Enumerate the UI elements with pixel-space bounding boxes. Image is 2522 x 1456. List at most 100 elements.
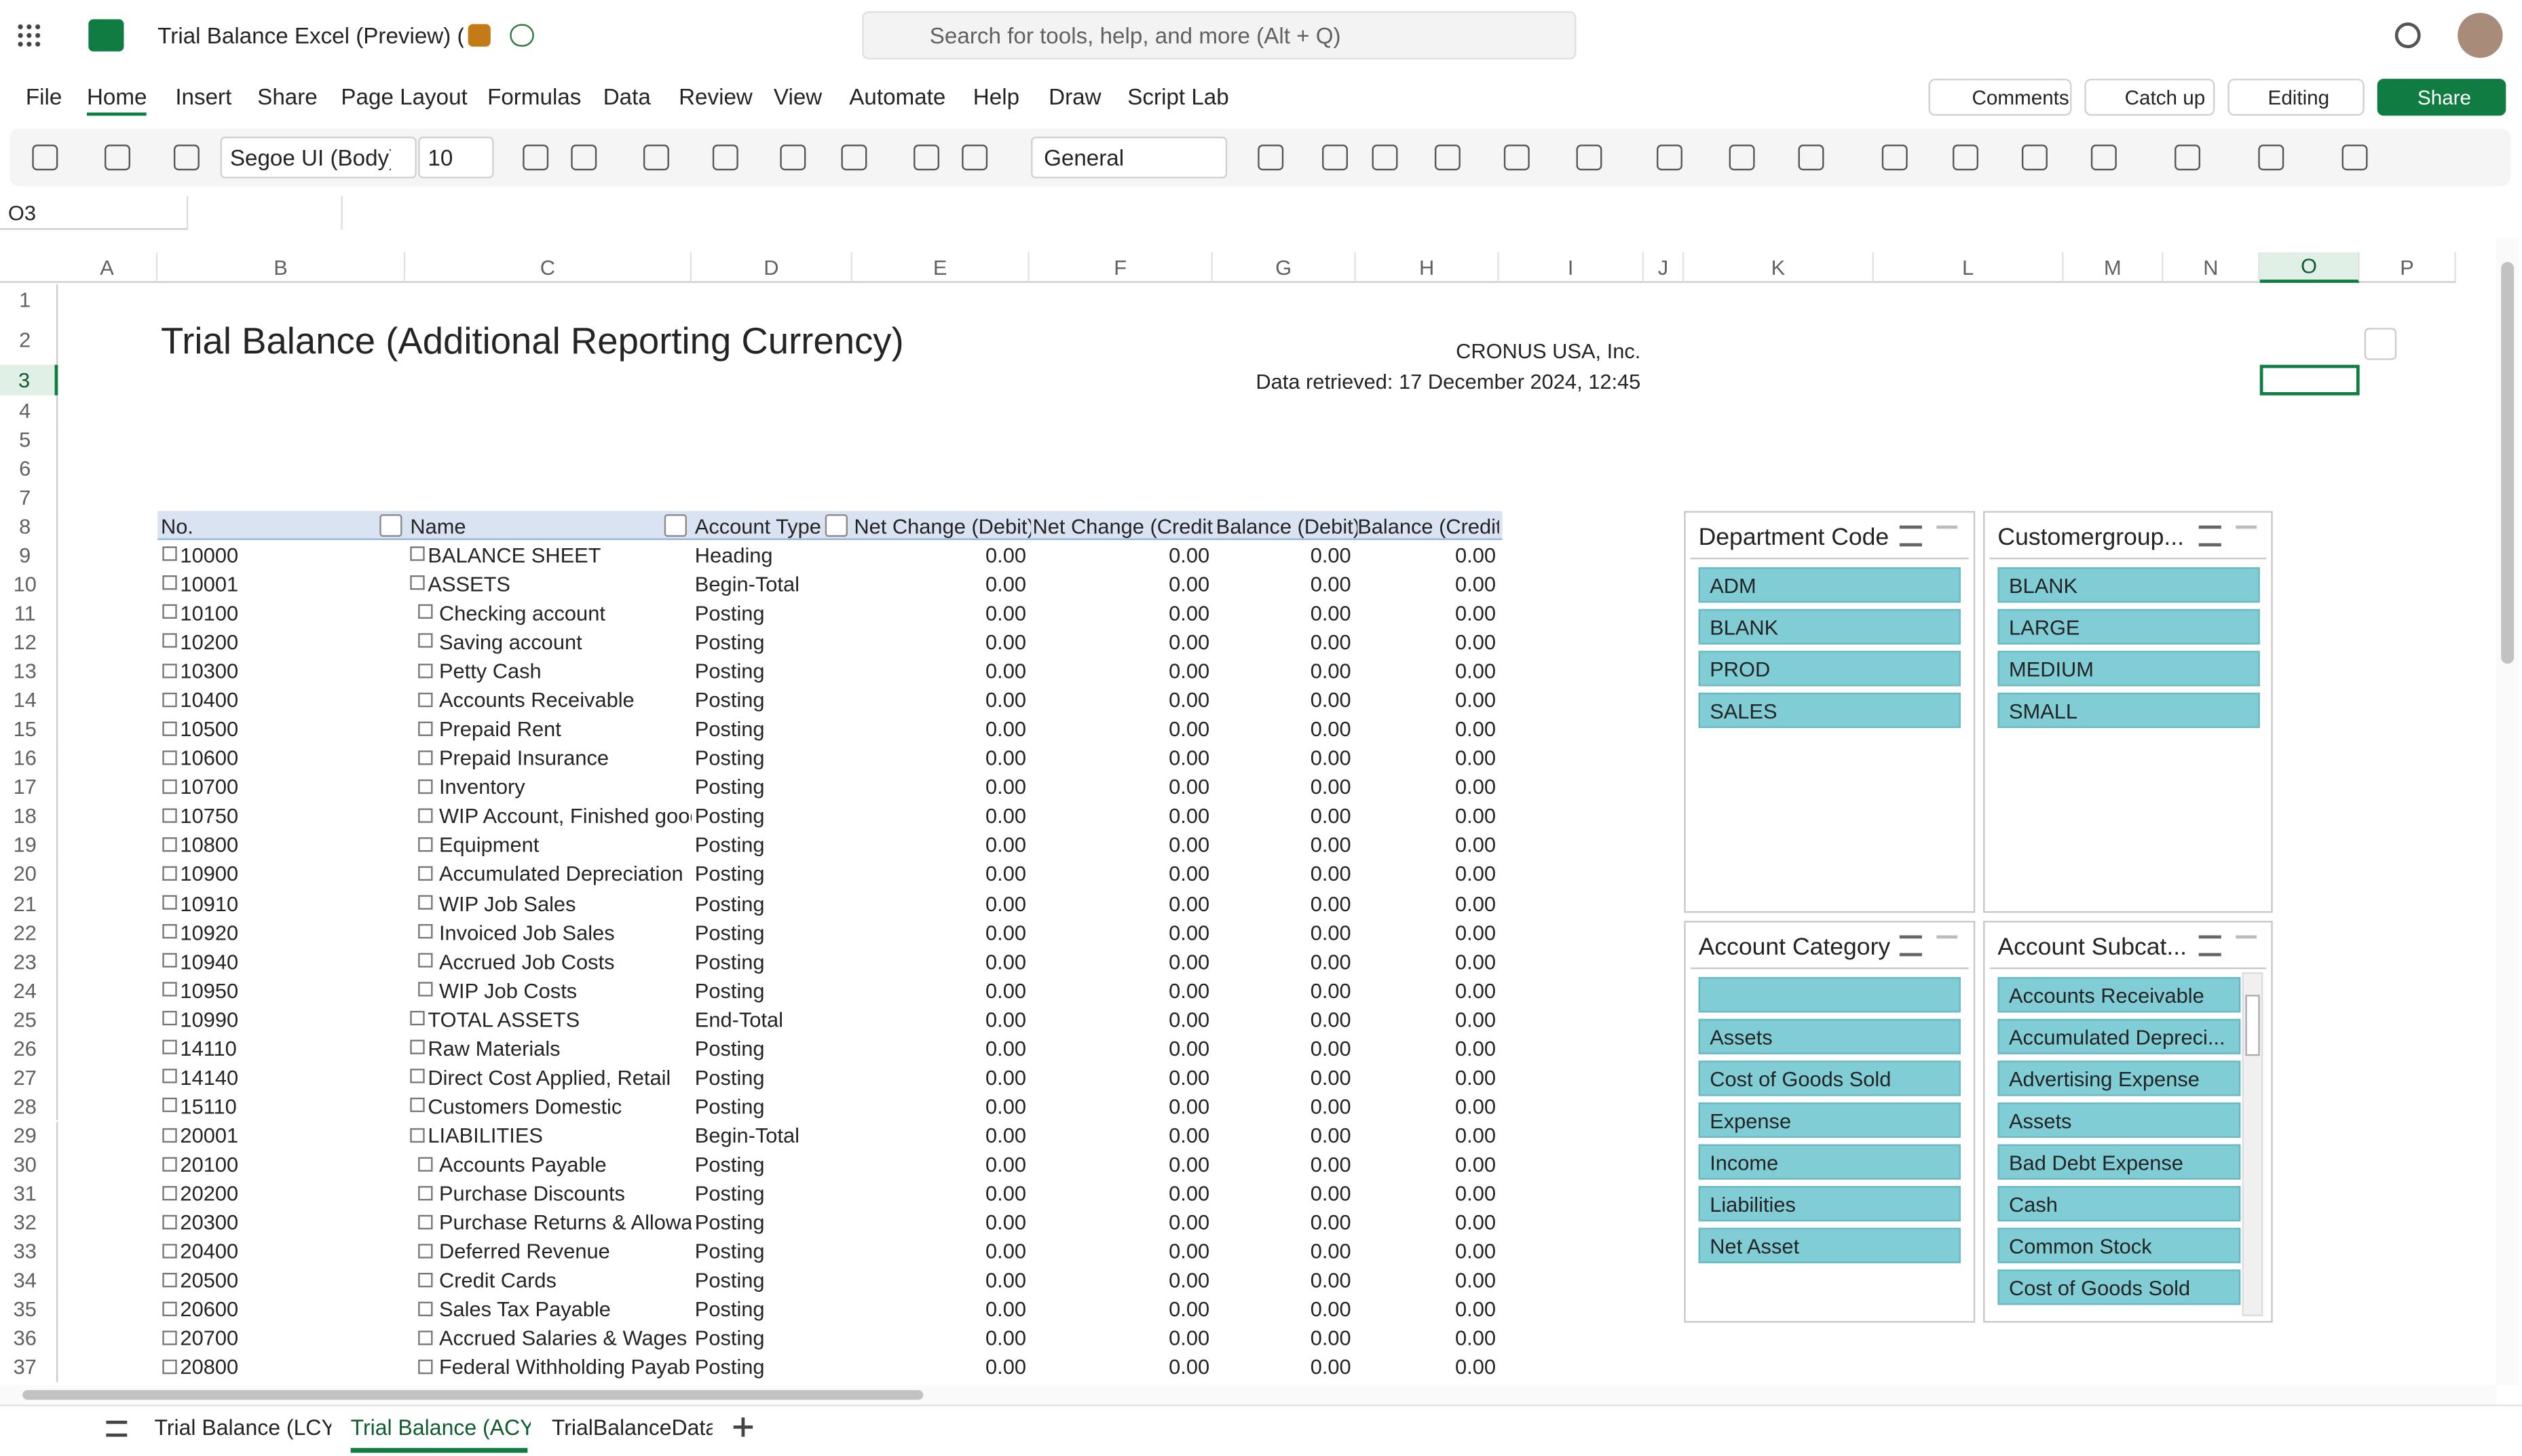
row-header[interactable]: 12 (0, 627, 58, 657)
menu-tab[interactable]: View (773, 83, 823, 110)
row-header[interactable]: 1 (0, 284, 58, 313)
column-header[interactable]: E (852, 252, 1030, 283)
slicer-item[interactable]: SMALL (1997, 692, 2260, 729)
row-header[interactable]: 33 (0, 1237, 58, 1267)
row-header[interactable]: 6 (0, 453, 58, 482)
ribbon-icon[interactable] (2021, 145, 2048, 171)
ribbon-icon[interactable] (1258, 145, 1284, 171)
row-header[interactable]: 29 (0, 1121, 58, 1150)
ribbon-icon[interactable] (1434, 145, 1461, 171)
row-header[interactable]: 37 (0, 1353, 58, 1383)
menu-tab[interactable]: Insert (175, 83, 232, 110)
column-header[interactable]: P (2359, 252, 2456, 283)
menu-button[interactable] (1928, 79, 2072, 116)
slicer-item[interactable]: BLANK (1698, 609, 1961, 645)
sheet-tab[interactable]: TrialBalanceData (551, 1415, 713, 1440)
slicer-item-blank[interactable] (1698, 977, 1961, 1013)
row-header[interactable]: 14 (0, 685, 58, 715)
ribbon-icon[interactable] (780, 145, 806, 171)
menu-tab[interactable]: Draw (1049, 83, 1102, 110)
column-header[interactable]: G (1212, 252, 1356, 283)
row-header[interactable]: 5 (0, 424, 58, 454)
ribbon-icon[interactable] (173, 145, 200, 171)
row-header[interactable]: 11 (0, 598, 58, 628)
menu-tab[interactable]: Automate (849, 83, 946, 110)
column-header[interactable]: A (58, 252, 158, 283)
clear-filter-icon[interactable] (1936, 935, 1958, 957)
clear-filter-icon[interactable] (2236, 525, 2257, 547)
app-launcher[interactable] (16, 22, 42, 49)
number-format[interactable]: General (1044, 145, 1125, 171)
font-size[interactable]: 10 (428, 145, 453, 171)
slicer-item[interactable]: Accounts Receivable (1997, 977, 2241, 1013)
slicer-item[interactable]: Cash (1997, 1186, 2241, 1222)
add-sheet-button-v[interactable] (741, 1417, 745, 1437)
menu-button[interactable] (2084, 79, 2215, 116)
column-header[interactable]: J (1644, 252, 1685, 283)
ribbon-icon[interactable] (1322, 145, 1348, 171)
row-header[interactable]: 36 (0, 1324, 58, 1354)
column-header[interactable]: C (405, 252, 692, 283)
ribbon-icon[interactable] (105, 145, 130, 171)
ribbon-icon[interactable] (1503, 145, 1530, 171)
menu-button[interactable] (2227, 79, 2365, 116)
ribbon-icon[interactable] (914, 145, 940, 171)
table-header[interactable]: Balance (Debit) (1216, 514, 1358, 538)
ribbon-icon[interactable] (1372, 145, 1398, 171)
row-header[interactable]: 18 (0, 801, 58, 831)
avatar[interactable] (2458, 12, 2503, 58)
ribbon-icon[interactable] (2341, 145, 2368, 171)
multi-select-icon[interactable] (1899, 525, 1923, 547)
row-header[interactable]: 7 (0, 482, 58, 512)
row-header[interactable]: 20 (0, 860, 58, 889)
ribbon-icon[interactable] (841, 145, 867, 171)
ribbon-icon[interactable] (2090, 145, 2117, 171)
row-header[interactable]: 21 (0, 888, 58, 918)
column-header[interactable]: F (1029, 252, 1213, 283)
ribbon-icon[interactable] (2175, 145, 2201, 171)
row-header[interactable]: 17 (0, 772, 58, 802)
row-header[interactable]: 22 (0, 917, 58, 947)
menu-tab[interactable]: Data (603, 83, 651, 110)
ribbon-icon[interactable] (1953, 145, 1978, 171)
row-header[interactable]: 4 (0, 395, 58, 425)
slicer-item[interactable]: SALES (1698, 692, 1961, 729)
column-header[interactable]: L (1873, 252, 2064, 283)
slicer-item[interactable]: LARGE (1997, 609, 2260, 645)
menu-tab[interactable]: File (25, 83, 62, 110)
menu-button-label[interactable]: Catch up (2124, 85, 2206, 109)
slicer-item[interactable]: Cost of Goods Sold (1698, 1060, 1961, 1096)
slicer-item[interactable]: Accumulated Depreci... (1997, 1018, 2241, 1054)
table-header[interactable]: Account Type (694, 514, 821, 538)
column-header[interactable]: D (692, 252, 853, 283)
slicer-item[interactable]: Expense (1698, 1102, 1961, 1138)
table-header[interactable]: Name (410, 514, 466, 538)
slicer-item[interactable]: Bad Debt Expense (1997, 1144, 2241, 1180)
font-name[interactable]: Segoe UI (Body) (229, 145, 391, 171)
table-header[interactable]: No. (160, 514, 193, 538)
table-header[interactable]: Balance (Credit) (1357, 514, 1499, 538)
row-header[interactable]: 31 (0, 1179, 58, 1208)
slicer-scroll-thumb[interactable] (2245, 995, 2260, 1056)
row-header[interactable]: 30 (0, 1149, 58, 1179)
filter-button[interactable] (664, 514, 687, 537)
menu-tab[interactable]: Home (86, 83, 147, 110)
row-header[interactable]: 27 (0, 1062, 58, 1092)
menu-button-label[interactable]: Share (2417, 85, 2472, 109)
menu-button-label[interactable]: Editing (2267, 85, 2330, 109)
row-header[interactable]: 35 (0, 1295, 58, 1324)
menu-button[interactable] (2377, 79, 2506, 116)
menu-tab[interactable]: Review (679, 83, 753, 110)
copilot-badge[interactable] (2364, 328, 2397, 360)
slicer-item[interactable]: Common Stock (1997, 1227, 2241, 1263)
slicer-item[interactable]: Assets (1997, 1102, 2241, 1138)
search-placeholder[interactable]: Search for tools, help, and more (Alt + … (929, 22, 1341, 49)
table-header[interactable]: Net Change (Debit) (854, 514, 1032, 538)
slicer-item[interactable]: Liabilities (1698, 1186, 1961, 1222)
row-header[interactable]: 15 (0, 714, 58, 744)
menu-button-label[interactable]: Comments (1972, 85, 2069, 109)
settings-icon[interactable] (2394, 22, 2421, 49)
row-header[interactable]: 19 (0, 830, 58, 860)
slicer-item[interactable]: MEDIUM (1997, 651, 2260, 687)
multi-select-icon[interactable] (2198, 935, 2221, 957)
